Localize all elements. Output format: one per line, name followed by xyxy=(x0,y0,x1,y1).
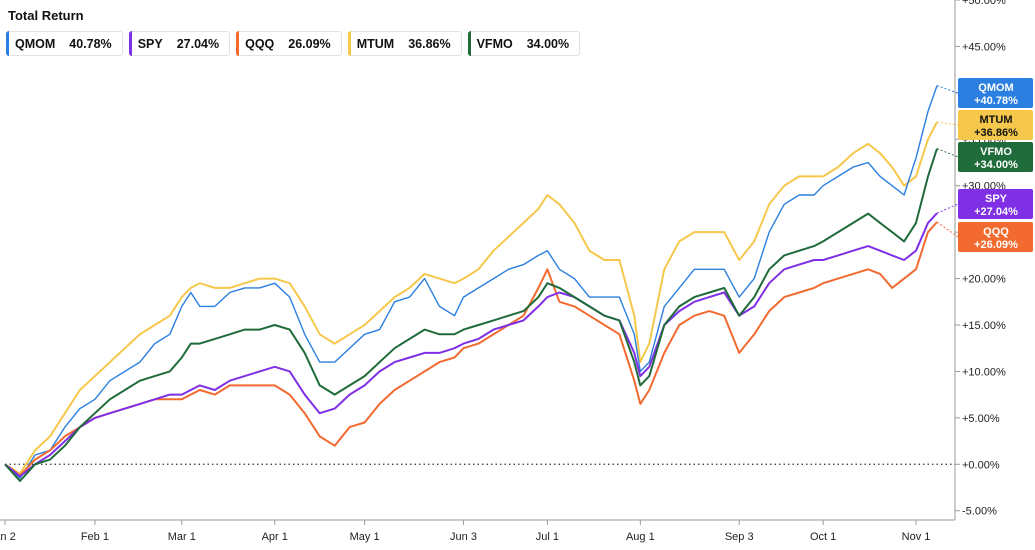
legend-series-name: QMOM xyxy=(15,36,56,51)
end-tag-box xyxy=(958,110,1033,140)
x-tick-label: Sep 3 xyxy=(725,531,754,543)
x-tick-label: Nov 1 xyxy=(902,531,931,543)
end-tag-value: +40.78% xyxy=(974,95,1018,107)
legend-color-swatch xyxy=(236,31,240,56)
end-tag-connector xyxy=(936,121,959,126)
legend-color-swatch xyxy=(467,31,471,56)
x-tick-label: May 1 xyxy=(350,531,380,543)
legend-item-qmom[interactable]: QMOM 40.78% xyxy=(6,31,123,56)
legend-color-swatch xyxy=(347,31,351,56)
end-tag-name: QQQ xyxy=(983,226,1009,238)
legend-series-value: 40.78% xyxy=(69,36,112,51)
x-tick-label: Jul 1 xyxy=(536,531,559,543)
y-tick-label: +5.00% xyxy=(962,413,1000,425)
x-tick-label: Aug 1 xyxy=(626,531,655,543)
y-tick-label: +20.00% xyxy=(962,274,1006,286)
legend-item-spy[interactable]: SPY 27.04% xyxy=(128,31,231,56)
legend-item-mtum[interactable]: MTUM 36.86% xyxy=(347,31,462,56)
legend-series-name: VFMO xyxy=(476,36,513,51)
x-axis: an 2 Feb 1 Mar 1 Apr 1 May 1 Jun 3 Jul 1 Aug 1 S… xyxy=(0,520,930,543)
legend-series-value: 26.09% xyxy=(288,36,331,51)
end-tag-qmom: QMOM+40.78% xyxy=(936,78,1033,108)
series-line-mtum xyxy=(4,121,938,475)
x-tick-label: Jun 3 xyxy=(450,531,477,543)
series-line-qmom xyxy=(4,85,938,479)
end-tag-box xyxy=(958,222,1033,252)
end-tag-spy: SPY+27.04% xyxy=(936,189,1033,219)
y-tick-label: +10.00% xyxy=(962,366,1006,378)
y-tick-label: +0.00% xyxy=(962,459,1000,471)
legend-series-value: 36.86% xyxy=(408,36,451,51)
legend-series-name: SPY xyxy=(137,36,163,51)
x-tick-label: Oct 1 xyxy=(810,531,836,543)
x-tick-label: Mar 1 xyxy=(168,531,196,543)
y-axis: -5.00% +0.00% +5.00% +10.00% +15.00% +20.00% +… xyxy=(955,0,1006,518)
end-tag-value: +36.86% xyxy=(974,127,1018,139)
end-tag-vfmo: VFMO+34.00% xyxy=(936,142,1033,172)
end-tag-name: MTUM xyxy=(980,114,1013,126)
legend-item-qqq[interactable]: QQQ 26.09% xyxy=(236,31,342,56)
end-tag-connector xyxy=(936,221,959,238)
series-line-vfmo xyxy=(4,148,938,482)
end-tag-name: SPY xyxy=(985,193,1008,205)
y-tick-label: +15.00% xyxy=(962,320,1006,332)
y-tick-label: +45.00% xyxy=(962,41,1006,53)
legend-series-name: MTUM xyxy=(356,36,395,51)
end-tag-box xyxy=(958,78,1033,108)
end-tag-box xyxy=(958,189,1033,219)
legend-color-swatch xyxy=(6,31,9,56)
x-tick-label: Apr 1 xyxy=(262,531,288,543)
y-tick-label: +50.00% xyxy=(962,0,1006,7)
end-tag-name: VFMO xyxy=(980,146,1012,158)
x-tick-label: an 2 xyxy=(0,531,16,543)
legend-series-name: QQQ xyxy=(245,36,275,51)
series-lines xyxy=(4,85,938,482)
end-value-tags: QMOM+40.78%MTUM+36.86%VFMO+34.00%SPY+27.… xyxy=(936,78,1033,252)
end-tag-name: QMOM xyxy=(978,82,1013,94)
chart-title: Total Return xyxy=(8,8,84,23)
end-tag-qqq: QQQ+26.09% xyxy=(936,221,1033,252)
end-tag-value: +26.09% xyxy=(974,239,1018,251)
y-tick-label: -5.00% xyxy=(962,506,997,518)
legend-item-vfmo[interactable]: VFMO 34.00% xyxy=(467,31,581,56)
end-tag-box xyxy=(958,142,1033,172)
legend-color-swatch xyxy=(128,31,132,56)
x-tick-label: Feb 1 xyxy=(81,531,109,543)
series-line-qqq xyxy=(4,221,938,477)
end-tag-value: +27.04% xyxy=(974,206,1018,218)
end-tag-value: +34.00% xyxy=(974,159,1018,171)
series-line-spy xyxy=(4,212,938,478)
legend: QMOM 40.78% SPY 27.04% QQQ 26.09% MTUM 3… xyxy=(6,31,581,56)
legend-series-value: 34.00% xyxy=(526,36,570,51)
end-tag-mtum: MTUM+36.86% xyxy=(936,110,1033,140)
legend-series-value: 27.04% xyxy=(176,36,220,51)
